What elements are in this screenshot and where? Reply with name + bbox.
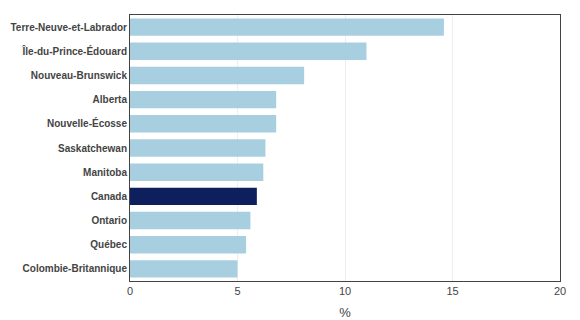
svg-text:Nouveau-Brunswick: Nouveau-Brunswick <box>31 70 128 81</box>
svg-text:15: 15 <box>446 285 458 297</box>
svg-text:Terre-Neuve-et-Labrador: Terre-Neuve-et-Labrador <box>10 22 127 33</box>
svg-text:Alberta: Alberta <box>93 94 128 105</box>
svg-text:10: 10 <box>339 285 351 297</box>
svg-text:5: 5 <box>234 285 240 297</box>
svg-text:Saskatchewan: Saskatchewan <box>58 143 127 154</box>
svg-text:20: 20 <box>554 285 566 297</box>
svg-text:Québec: Québec <box>90 239 127 250</box>
svg-text:Île-du-Prince-Édouard: Île-du-Prince-Édouard <box>22 45 127 57</box>
svg-text:Nouvelle-Écosse: Nouvelle-Écosse <box>47 117 127 129</box>
svg-text:0: 0 <box>127 285 133 297</box>
svg-text:Ontario: Ontario <box>91 215 127 226</box>
svg-text:%: % <box>339 305 351 320</box>
svg-text:Manitoba: Manitoba <box>83 167 127 178</box>
svg-text:Colombie-Britannique: Colombie-Britannique <box>23 263 128 274</box>
svg-text:Canada: Canada <box>91 191 128 202</box>
